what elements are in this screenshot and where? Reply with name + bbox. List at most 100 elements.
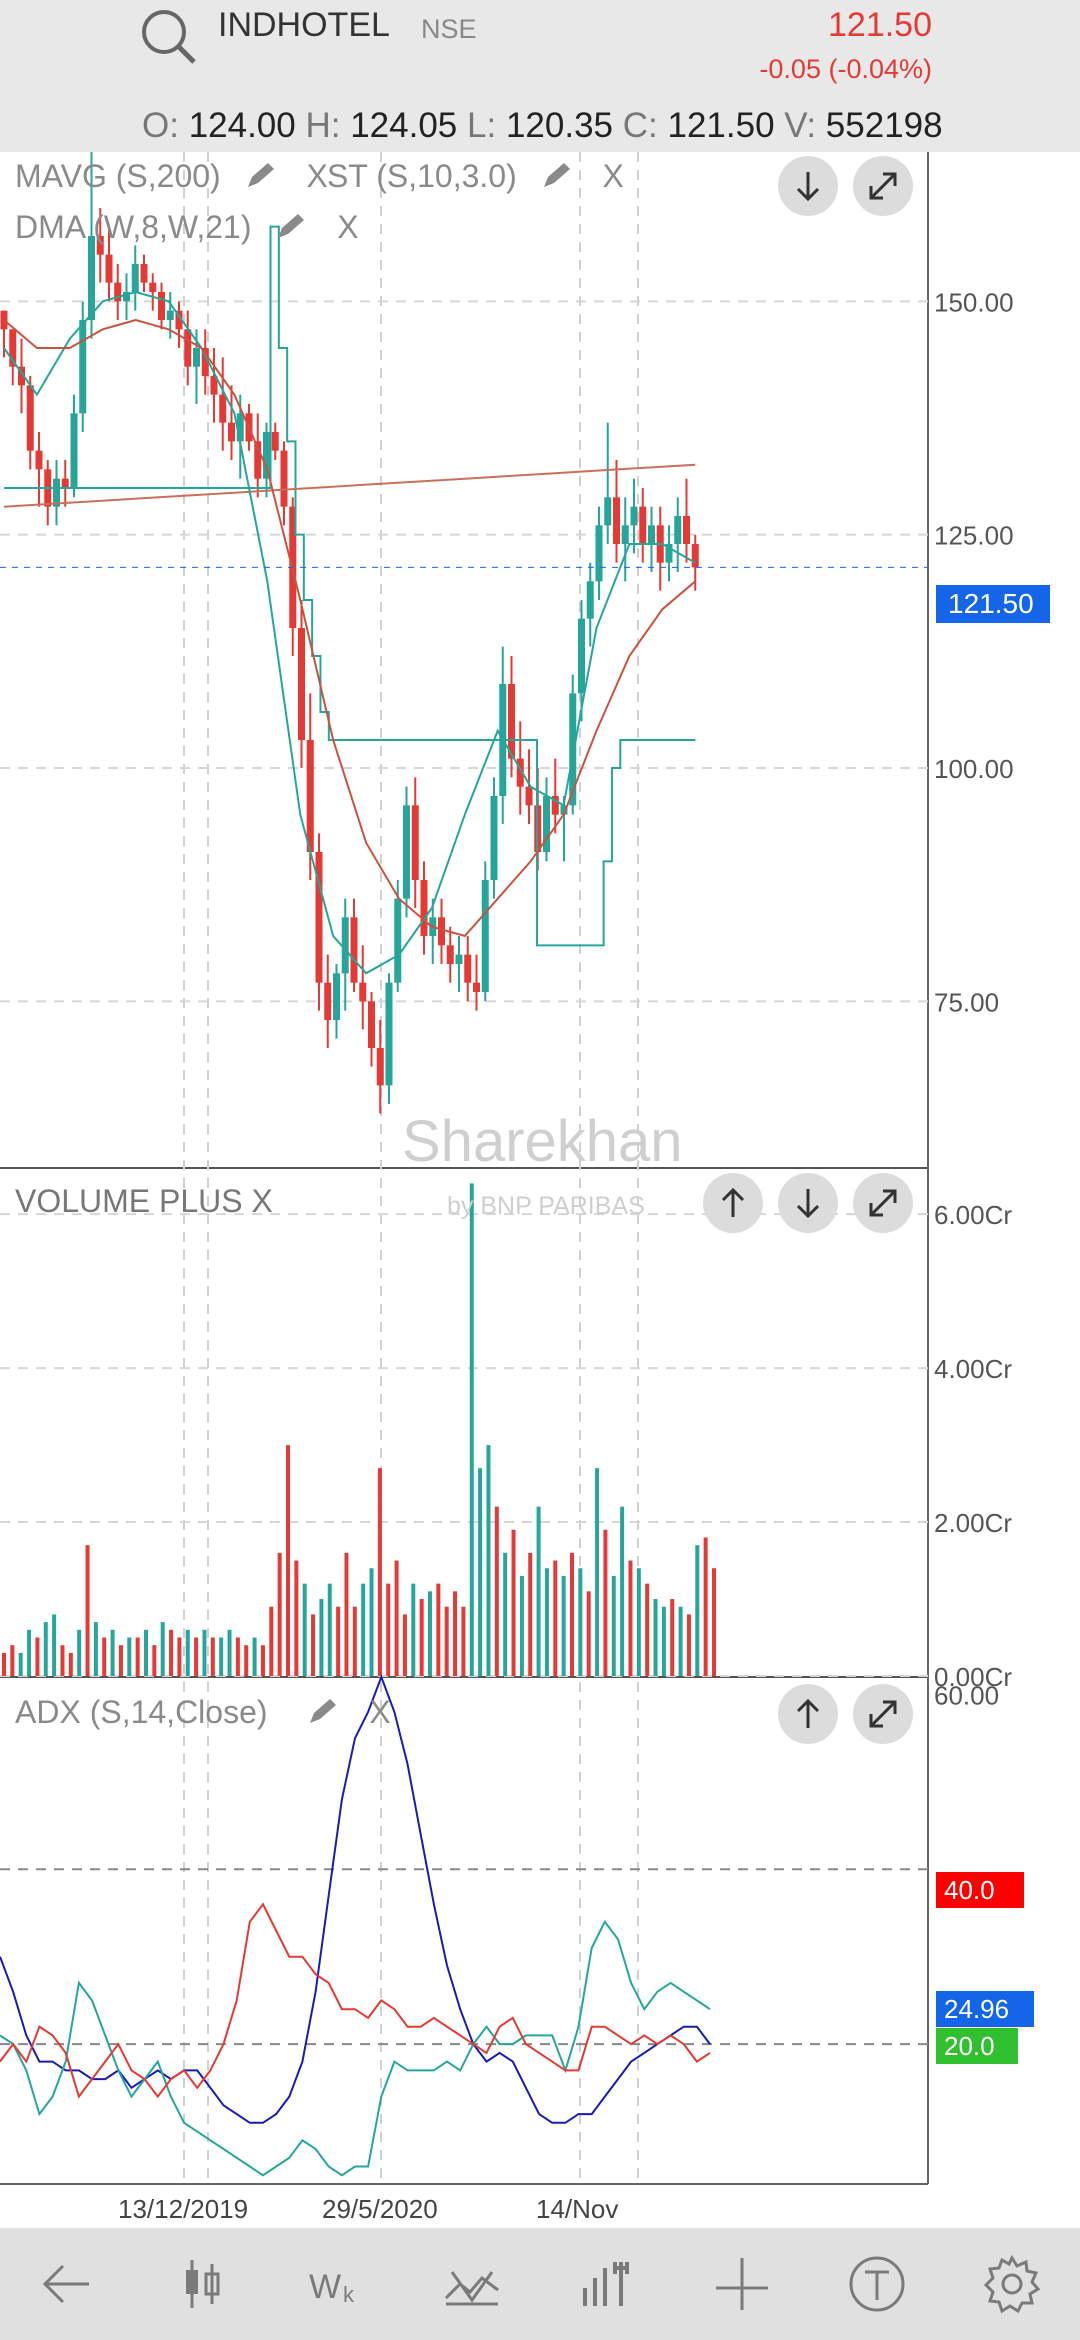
mavg-indicator[interactable]: MAVG (S,200) X [15,158,328,195]
candle-body [639,506,647,544]
volume-bar [68,1652,73,1676]
volume-bar [595,1468,600,1676]
move-volume-up-button[interactable] [703,1173,763,1233]
chart-type-button[interactable] [135,2228,270,2340]
candle-body [333,973,340,1020]
volume-bar [52,1614,57,1676]
remove-dma-button[interactable]: X [337,209,359,245]
pencil-icon[interactable] [306,1697,340,1727]
price-axis-tick: 150.00 [934,287,1014,317]
move-adx-up-button[interactable] [778,1684,838,1744]
candle-body [516,758,524,787]
candle-body [114,282,122,302]
candle-body [149,282,157,292]
high-label: H: [305,106,341,145]
volume-indicator-label[interactable]: VOLUME PLUS X [15,1183,273,1219]
price-axis-tick: 100.00 [934,754,1014,784]
volume-bar [469,1183,474,1676]
gear-icon [983,2254,1041,2314]
volume-bar [528,1552,533,1676]
volume-bar [77,1629,82,1676]
candle-body [70,413,78,488]
candle-body [298,628,305,740]
open-label: O: [142,106,179,145]
volume-bar [93,1622,98,1676]
expand-volume-panel-button[interactable] [853,1173,913,1233]
remove-st-button[interactable]: X [602,158,624,194]
candle-body [604,497,612,526]
back-button[interactable] [0,2228,135,2340]
move-panel-down-button[interactable] [778,156,838,216]
candle-body [394,898,402,983]
last-price: 121.50 [828,6,932,44]
crosshair-button[interactable] [675,2228,810,2340]
candle-body [315,852,323,983]
volume-bar [177,1637,182,1676]
remove-adx-button[interactable]: X [369,1694,391,1730]
volume-bar [444,1606,449,1676]
candle-body [26,385,34,451]
candle-body [123,292,130,302]
pencil-icon[interactable] [244,161,278,191]
volume-bar [210,1637,215,1676]
volume-bar [202,1629,207,1676]
candle-body [219,394,227,423]
x-axis-tick: 13/12/2019 [118,2194,248,2224]
candle-body [341,917,349,974]
indicators-button[interactable] [540,2228,675,2340]
move-volume-down-button[interactable] [778,1173,838,1233]
candle-body [158,292,165,320]
candle-body [368,1001,375,1048]
candle-body [175,310,183,330]
text-tool-button[interactable] [810,2228,945,2340]
candle-body [105,254,113,283]
volume-bar [712,1568,716,1676]
candle-body [79,320,87,414]
volume-bar [453,1591,458,1676]
volume-bar [336,1606,341,1676]
volume-bar [35,1637,40,1676]
symbol-name[interactable]: INDHOTEL [218,6,390,44]
volume-bar [419,1599,424,1676]
volume-bar [611,1575,616,1676]
expand-adx-panel-button[interactable] [853,1684,913,1744]
candle-body [350,917,358,983]
pencil-icon[interactable] [274,212,308,242]
candle-body [411,805,419,880]
price-axis-tick: 125.00 [934,521,1014,551]
candle-body [61,478,69,488]
price-axis-tick: 75.00 [934,987,999,1017]
close-label: C: [622,106,658,145]
candle-body [630,506,638,526]
candle-body [490,796,498,880]
candle-body [473,982,480,992]
volume-bar [152,1645,157,1676]
volume-label: V: [784,106,817,145]
volume-bar [369,1568,374,1676]
volume-bar [311,1614,316,1676]
remove-mavg-button[interactable]: X [306,158,328,194]
volume-bar [586,1591,591,1676]
settings-button[interactable] [945,2228,1080,2340]
candle-body [166,310,174,320]
ohlcv-readout: O: 124.00 H: 124.05 L: 120.35 C: 121.50 … [142,106,943,146]
crosshair-icon [716,2258,768,2310]
period-button[interactable]: W k [270,2228,405,2340]
dma-fast-line [3,290,696,975]
draw-tools-button[interactable] [405,2228,540,2340]
sma200-line [3,463,696,508]
dma-label: DMA (W,8,W,21) [15,209,252,245]
watermark-sub: by BNP PARIBAS [447,1192,645,1220]
volume-bar [653,1599,658,1676]
candle-body [184,329,192,367]
dma-indicator[interactable]: DMA (W,8,W,21) X [15,209,359,246]
pencil-icon[interactable] [540,161,574,191]
volume-bar [428,1591,432,1676]
text-tool-icon [849,2256,905,2312]
chart-canvas[interactable]: 150.00 125.00 100.00 75.00 6.00Cr 4.00Cr 2.00C… [0,152,1080,2228]
st-indicator[interactable]: ST (S,10,3.0) X [327,158,624,195]
candle-body [403,805,410,899]
expand-price-panel-button[interactable] [853,156,913,216]
search-icon[interactable] [136,4,200,68]
adx-indicator[interactable]: ADX (S,14,Close) X [15,1694,391,1731]
